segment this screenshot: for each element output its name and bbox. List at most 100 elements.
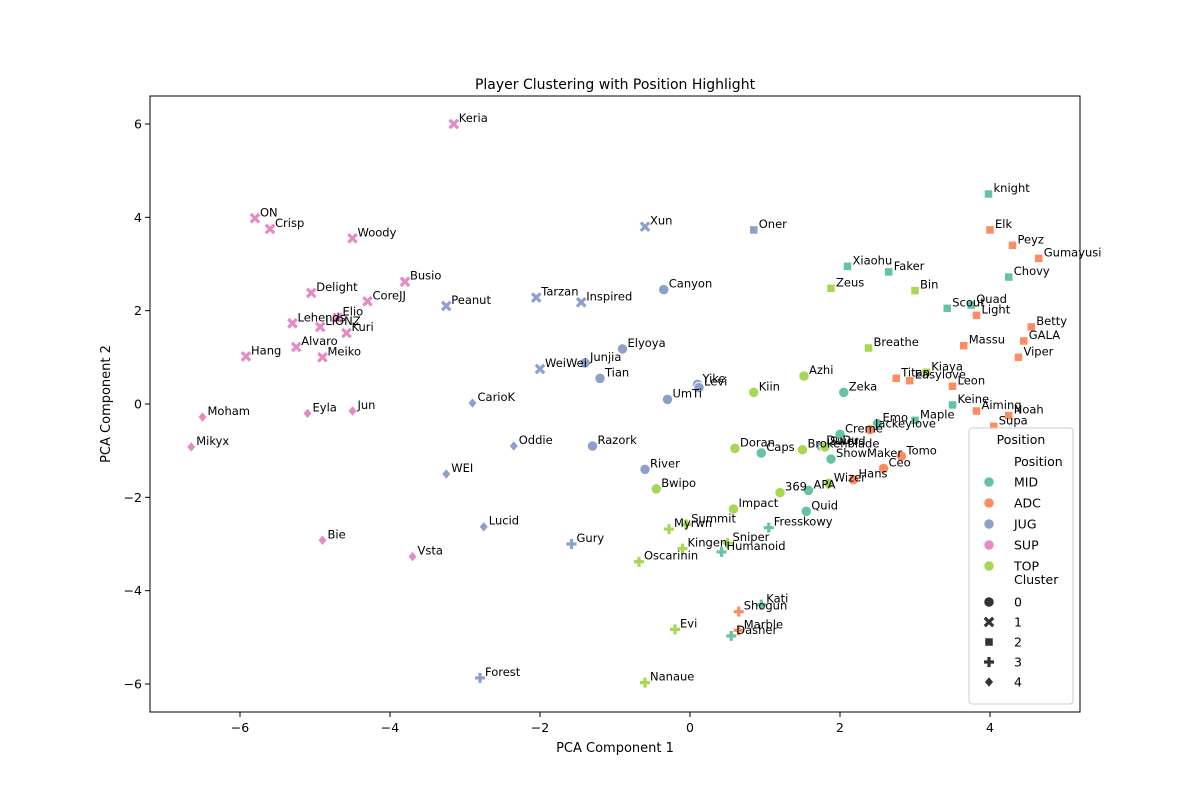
point-label: DuDu xyxy=(826,433,858,447)
data-point xyxy=(530,292,542,303)
point-label: Tomo xyxy=(906,443,937,457)
point-label: Fresskowy xyxy=(774,515,833,529)
data-point xyxy=(983,189,994,199)
data-point xyxy=(639,221,651,232)
point-label: Faker xyxy=(894,259,925,273)
data-point xyxy=(798,370,810,382)
data-point xyxy=(575,296,587,308)
data-point xyxy=(347,404,358,418)
point-label: Dasher xyxy=(736,623,777,637)
data-point xyxy=(749,225,759,235)
data-point xyxy=(1007,240,1018,250)
point-label: Easylove xyxy=(915,368,966,382)
point-label: Bwipo xyxy=(661,476,696,490)
data-point xyxy=(756,599,767,610)
point-label: Massu xyxy=(969,333,1005,347)
point-label: Oddie xyxy=(519,433,553,447)
data-point xyxy=(650,483,662,495)
data-point xyxy=(478,520,489,533)
point-label: Wizer xyxy=(834,470,866,484)
data-point xyxy=(240,351,252,362)
point-label: Junjia xyxy=(589,350,621,364)
point-label: Canyon xyxy=(669,277,713,291)
data-point xyxy=(670,624,680,635)
point-label: Crisp xyxy=(275,216,304,230)
data-point xyxy=(802,484,815,496)
x-tick-label: −2 xyxy=(531,720,549,735)
point-label: Titan xyxy=(900,365,930,379)
point-labels-layer: KeriaONCrispWoodyBusioDelightCoreJJElioL… xyxy=(196,111,1101,684)
point-label: Xiaohu xyxy=(853,253,893,267)
point-label: Caps xyxy=(766,440,794,454)
data-point xyxy=(264,223,276,235)
point-label: Levi xyxy=(704,375,727,389)
point-label: Sniper xyxy=(733,530,770,544)
data-point xyxy=(947,400,958,410)
data-point xyxy=(891,373,901,383)
point-label: Keine xyxy=(958,392,990,406)
data-point xyxy=(586,440,599,452)
point-label: Peanut xyxy=(451,293,491,307)
y-tick-label: −2 xyxy=(124,490,142,505)
legend-marker xyxy=(983,539,995,551)
data-point xyxy=(681,519,692,530)
point-label: Kiin xyxy=(759,379,780,393)
y-tick-label: 6 xyxy=(134,117,142,132)
data-point xyxy=(985,225,995,235)
point-label: Betty xyxy=(1036,314,1067,328)
point-label: Kati xyxy=(766,592,788,606)
data-point xyxy=(733,625,744,636)
point-label: Razork xyxy=(598,433,638,447)
point-label: Maple xyxy=(920,407,955,421)
data-point xyxy=(407,550,418,563)
point-label: Elk xyxy=(995,217,1012,231)
data-point xyxy=(729,442,741,454)
data-point xyxy=(1004,411,1014,421)
data-point xyxy=(716,546,727,557)
data-point xyxy=(579,357,591,369)
data-point xyxy=(895,450,908,462)
point-label: Gumayusi xyxy=(1044,245,1102,259)
point-label: Leon xyxy=(958,373,986,387)
point-label: Tarzan xyxy=(540,285,578,299)
point-label: Breathe xyxy=(874,335,919,349)
legend-marker xyxy=(983,476,995,488)
point-label: Tian xyxy=(604,365,629,379)
data-point xyxy=(877,462,890,475)
point-label: Oner xyxy=(759,217,787,231)
data-point xyxy=(186,440,197,454)
data-point xyxy=(534,363,546,375)
data-point xyxy=(910,285,920,296)
data-point xyxy=(475,672,485,683)
data-point xyxy=(910,415,920,425)
data-point xyxy=(863,343,874,353)
data-point xyxy=(317,352,328,363)
point-label: Sword xyxy=(830,434,866,448)
legend-entry-label: 4 xyxy=(1014,675,1022,690)
legend-hue-heading: Position xyxy=(1014,454,1063,469)
data-point xyxy=(864,424,876,436)
data-point xyxy=(947,381,958,391)
data-point xyxy=(640,677,650,688)
legend-marker xyxy=(983,616,995,628)
legend-marker xyxy=(983,560,995,572)
data-point xyxy=(819,441,831,453)
point-label: Keria xyxy=(459,111,488,125)
data-point xyxy=(727,503,740,515)
data-point xyxy=(658,284,670,296)
y-axis-label: PCA Component 2 xyxy=(99,345,114,463)
data-point xyxy=(774,487,786,499)
point-label: Mikyx xyxy=(196,434,229,448)
x-axis-label: PCA Component 1 xyxy=(556,741,674,756)
data-point xyxy=(733,606,744,617)
data-point xyxy=(823,477,835,489)
point-label: 369 xyxy=(785,480,807,494)
x-tick-label: 0 xyxy=(686,720,694,735)
y-tick-label: 4 xyxy=(134,210,142,225)
data-point xyxy=(467,396,478,410)
point-label: Lucid xyxy=(489,514,519,528)
data-point xyxy=(317,534,328,547)
legend-entry-label: SUP xyxy=(1014,538,1039,553)
point-label: Zeka xyxy=(849,379,877,393)
